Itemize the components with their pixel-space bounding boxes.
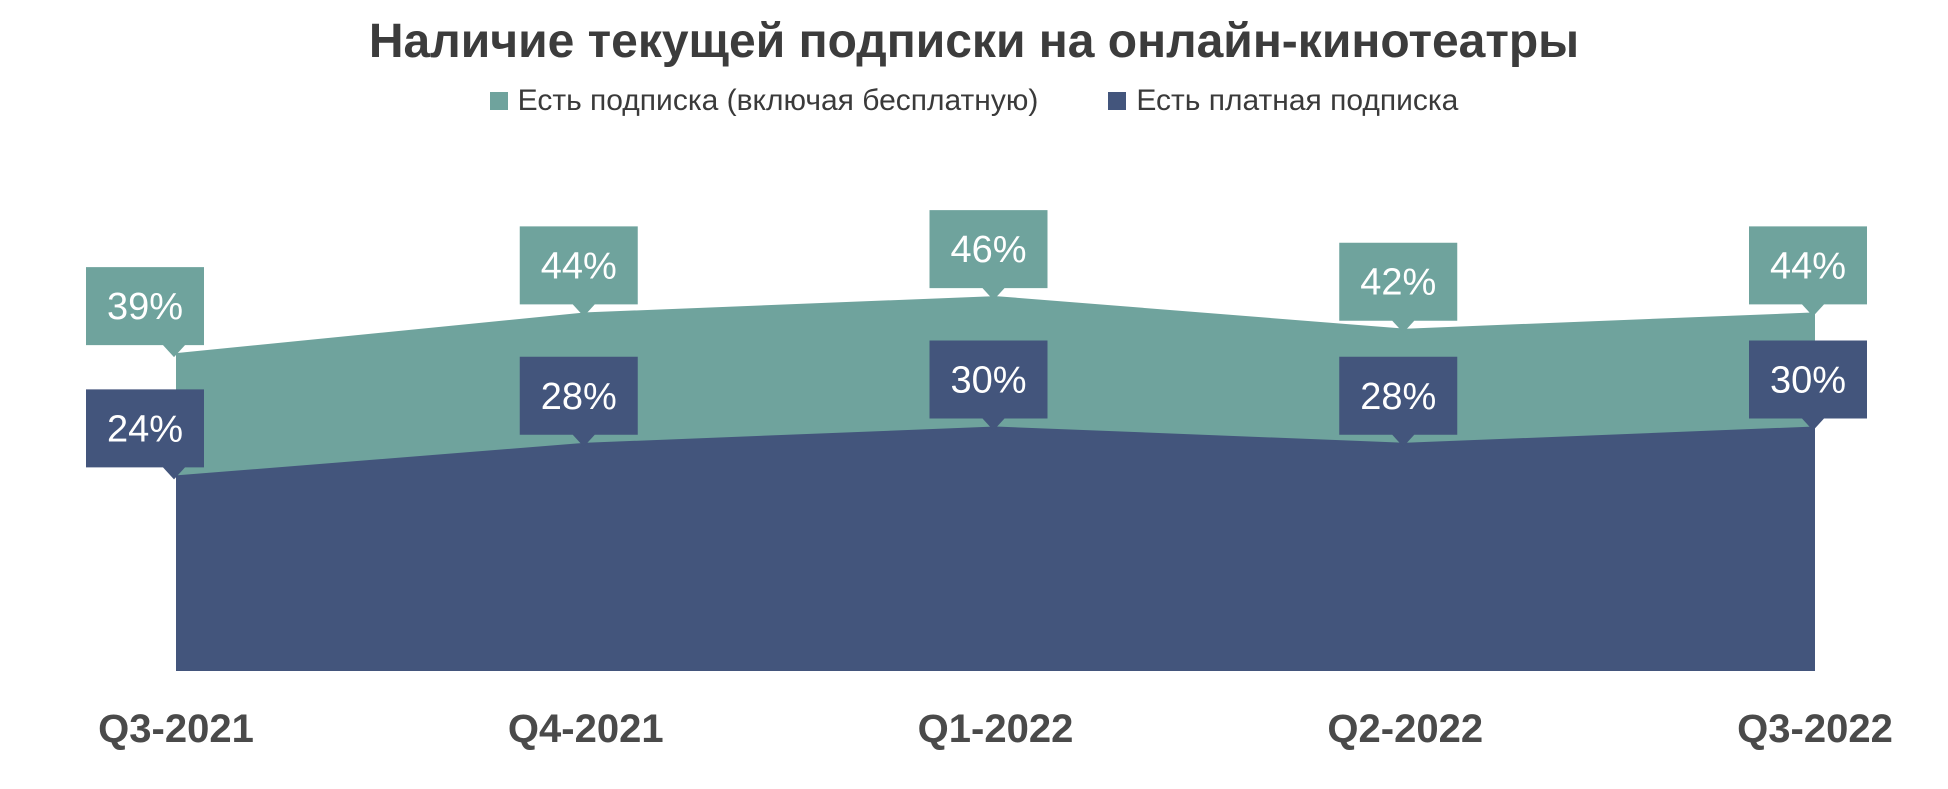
data-label-text: 28%	[1360, 376, 1436, 418]
data-label-box	[1749, 340, 1867, 431]
data-label-box	[1749, 226, 1867, 317]
legend-swatch-free	[489, 92, 508, 110]
data-label-text: 44%	[541, 245, 617, 287]
data-label-paid-4: 30%	[1749, 340, 1867, 431]
data-label-text: 30%	[1770, 360, 1846, 402]
x-tick-label-3: Q2-2022	[1327, 707, 1483, 751]
data-label-paid-2: 30%	[929, 340, 1048, 431]
data-label-text: 30%	[950, 360, 1026, 402]
data-label-free-0: 39%	[86, 267, 204, 358]
legend-item-free: Есть подписка (включая бесплатную)	[489, 84, 1039, 118]
chart-title: Наличие текущей подписки на онлайн-кинот…	[368, 15, 1580, 68]
x-tick-label-4: Q3-2022	[1737, 707, 1893, 751]
data-label-free-2: 46%	[929, 210, 1048, 301]
data-label-box	[519, 226, 638, 317]
data-label-box	[86, 267, 204, 358]
x-tick-label-0: Q3-2021	[98, 707, 254, 751]
x-tick-label-1: Q4-2021	[508, 707, 664, 751]
data-label-box	[519, 356, 638, 447]
data-label-text: 39%	[107, 286, 183, 328]
data-label-text: 28%	[541, 376, 617, 418]
data-label-paid-1: 28%	[519, 356, 638, 447]
data-label-text: 46%	[950, 229, 1026, 271]
legend: Есть подписка (включая бесплатную) Есть …	[0, 84, 1948, 118]
data-label-box	[929, 210, 1048, 301]
data-label-box	[1339, 242, 1458, 333]
data-label-text: 24%	[107, 408, 183, 450]
data-label-free-3: 42%	[1339, 242, 1458, 333]
legend-label-paid: Есть платная подписка	[1136, 84, 1459, 117]
data-label-free-1: 44%	[519, 226, 638, 317]
data-label-paid-3: 28%	[1339, 356, 1458, 447]
legend-item-paid: Есть платная подписка	[1108, 84, 1458, 118]
data-label-text: 44%	[1770, 245, 1846, 287]
area-series-paid	[176, 426, 1815, 671]
x-tick-label-2: Q1-2022	[918, 707, 1074, 751]
legend-swatch-paid	[1108, 92, 1127, 110]
legend-label-free: Есть подписка (включая бесплатную)	[517, 84, 1039, 117]
data-label-paid-0: 24%	[86, 389, 204, 480]
data-label-box	[1339, 356, 1458, 447]
data-label-text: 42%	[1360, 262, 1436, 304]
data-label-box	[929, 340, 1048, 431]
data-label-box	[86, 389, 204, 480]
data-label-free-4: 44%	[1749, 226, 1867, 317]
